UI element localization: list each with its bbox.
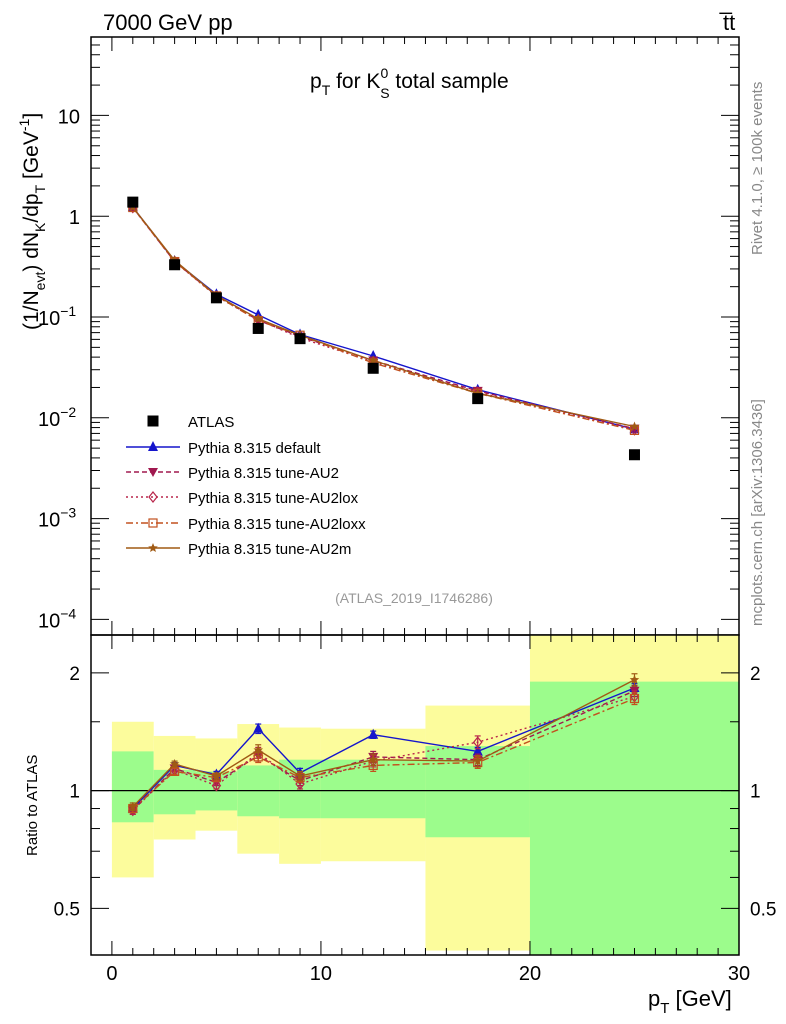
main-line-au2m xyxy=(132,206,635,428)
ratio-line-au2loxx xyxy=(132,697,635,810)
main-y-axis-label: (1/Nevt) dNK/dpT [GeV-1] xyxy=(16,113,48,330)
ratio-band-inner xyxy=(153,769,196,815)
ratio-point-au2m xyxy=(211,771,222,781)
main-axes-layer: 10 1 10−1 10−2 10−3 10−4 xyxy=(38,37,740,635)
main-point-au2m xyxy=(368,355,378,365)
main-point-data xyxy=(628,449,640,461)
main-y-tick-label: 10−2 xyxy=(38,404,76,431)
legend-symbol-au2lox xyxy=(148,491,158,503)
ratio-line-default xyxy=(132,687,635,809)
legend-symbol-au2 xyxy=(148,468,158,477)
legend-symbol-default xyxy=(148,441,158,451)
main-y-tick-label: 1 xyxy=(69,207,80,229)
rivet-version-label: Rivet 4.1.0, ≥ 100k events xyxy=(749,82,766,255)
ratio-point-default xyxy=(368,728,379,739)
ratio-point-au2m xyxy=(295,771,305,781)
ratio-point-au2m xyxy=(473,756,483,766)
main-line-au2loxx xyxy=(132,207,635,432)
ratio-y-tick-label-right: 0.5 xyxy=(750,899,776,920)
ratio-point-au2m xyxy=(253,745,263,755)
x-tick-label: 20 xyxy=(519,963,541,985)
legend-symbol-au2m xyxy=(148,543,158,552)
main-line-au2lox xyxy=(132,207,635,431)
main-y-tick-label: 10−3 xyxy=(38,505,76,532)
ratio-line-au2 xyxy=(132,690,635,811)
legend-symbol-data xyxy=(147,415,159,427)
legend-label-au2m: Pythia 8.315 tune-AU2m xyxy=(188,541,351,558)
ratio-axes-layer: 2 2 1 1 0.5 0.5 0 10 20 30 xyxy=(54,635,776,985)
legend-label-default: Pythia 8.315 default xyxy=(188,440,321,457)
ratio-line-au2m xyxy=(132,679,635,808)
main-point-data xyxy=(127,196,139,208)
ratio-point-au2lox xyxy=(472,736,483,749)
main-line-default xyxy=(132,206,635,430)
ratio-point-default xyxy=(472,745,483,756)
ratio-series-layer xyxy=(127,673,640,817)
x-tick-label: 0 xyxy=(106,963,117,985)
x-tick-label: 10 xyxy=(310,963,332,985)
ratio-uncertainty-bands xyxy=(91,635,739,955)
main-point-data xyxy=(367,362,379,374)
ratio-y-tick-label: 2 xyxy=(69,664,80,685)
ratio-y-tick-label-right: 1 xyxy=(750,782,761,803)
main-point-data xyxy=(169,259,181,271)
ratio-y-tick-label: 1 xyxy=(69,782,80,803)
main-point-data xyxy=(472,393,484,405)
ratio-panel: 2 2 1 1 0.5 0.5 0 10 20 30 Ratio to ATLAS pT [GeV… xyxy=(24,634,776,1017)
ratio-point-au2lox xyxy=(211,779,222,792)
ratio-point-au2m xyxy=(169,759,180,768)
collision-label: 7000 GeV pp xyxy=(103,10,233,35)
legend-symbols xyxy=(126,415,180,552)
main-y-tick-label: 10 xyxy=(58,106,80,128)
mcplots-label: mcplots.cern.ch [arXiv:1306.3436] xyxy=(749,399,766,626)
main-y-tick-label: 10−1 xyxy=(38,303,76,330)
ratio-point-au2lox xyxy=(128,804,138,817)
x-axis-label: pT [GeV] xyxy=(648,986,732,1017)
x-tick-label: 30 xyxy=(728,963,750,985)
ratio-point-au2loxx xyxy=(629,693,640,704)
ratio-y-axis-label: Ratio to ATLAS xyxy=(24,755,41,856)
legend-label-au2: Pythia 8.315 tune-AU2 xyxy=(188,465,339,482)
ratio-y-tick-label-right: 2 xyxy=(750,664,761,685)
ratio-point-default xyxy=(253,722,264,733)
main-point-data xyxy=(294,333,306,345)
ratio-point-au2m xyxy=(368,754,378,764)
main-point-au2m xyxy=(253,313,263,323)
process-label: t̅t xyxy=(719,10,735,35)
main-y-tick-label: 10−4 xyxy=(38,605,76,632)
ratio-point-au2m xyxy=(629,674,640,684)
main-line-au2 xyxy=(132,207,635,430)
ratio-y-tick-label: 0.5 xyxy=(54,899,80,920)
main-point-data xyxy=(210,292,222,304)
legend: ATLAS Pythia 8.315 default Pythia 8.315 … xyxy=(126,414,366,558)
plot-title: pT for K0 S total sample xyxy=(310,65,509,101)
legend-label-au2loxx: Pythia 8.315 tune-AU2loxx xyxy=(188,516,366,533)
legend-symbol-au2loxx xyxy=(148,518,158,528)
analysis-id-label: (ATLAS_2019_I1746286) xyxy=(335,590,493,606)
ratio-point-au2m xyxy=(128,801,138,811)
legend-label-data: ATLAS xyxy=(188,414,234,431)
ratio-band-inner xyxy=(529,681,739,955)
ratio-frame xyxy=(90,634,740,956)
main-panel: 10 1 10−1 10−2 10−3 10−4 pT for K0 S total sam… xyxy=(16,36,740,636)
legend-label-au2lox: Pythia 8.315 tune-AU2lox xyxy=(188,490,359,507)
main-point-au2m xyxy=(629,421,640,431)
main-point-data xyxy=(252,322,264,334)
main-series-layer xyxy=(127,196,640,461)
